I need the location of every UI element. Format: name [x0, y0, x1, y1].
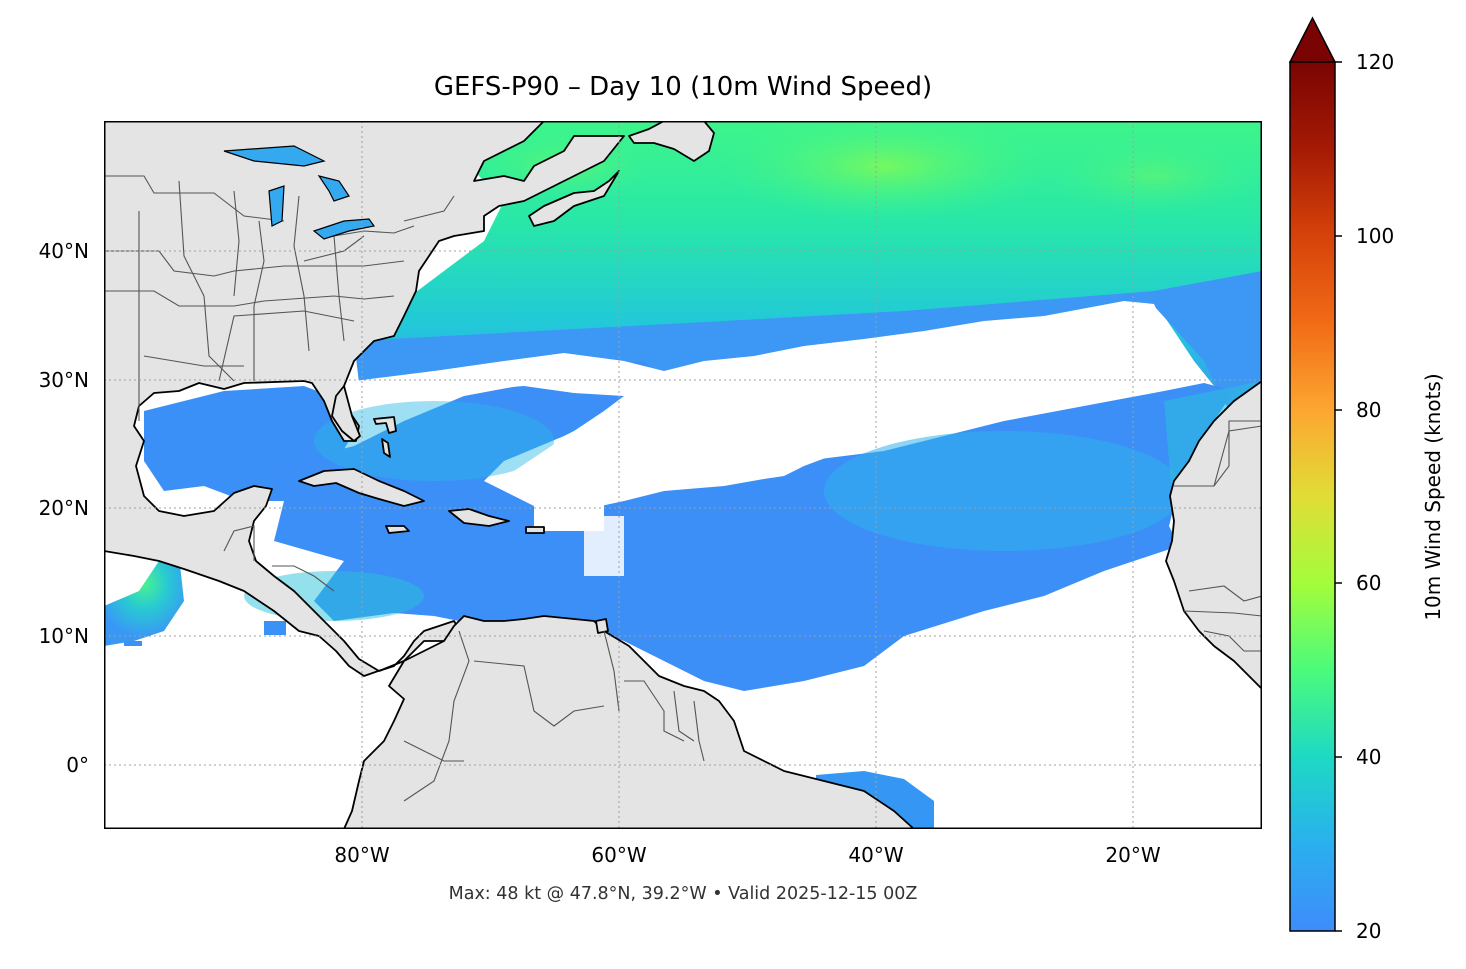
land-jamaica	[385, 525, 410, 534]
wind-tehuantepec-jet	[104, 556, 184, 646]
wind-max-hotspot	[714, 121, 1054, 221]
colorbar-tick-80: 80	[1356, 398, 1382, 422]
map-panel	[104, 121, 1262, 829]
lat-label-40n: 40°N	[38, 239, 89, 263]
land-hispaniola	[448, 508, 510, 527]
land-florida	[331, 385, 361, 442]
colorbar-extend-arrow	[1288, 16, 1337, 63]
colorbar-tick-40: 40	[1356, 745, 1382, 769]
land-south-america	[343, 615, 915, 829]
land-puerto-rico	[525, 526, 545, 534]
below-threshold-swath	[354, 301, 1164, 493]
max-value-caption: Max: 48 kt @ 47.8°N, 39.2°W • Valid 2025…	[448, 884, 918, 904]
colorbar-tick-60: 60	[1356, 571, 1382, 595]
colorbar	[1288, 16, 1342, 932]
gridlines	[104, 121, 1262, 829]
lon-label-40w: 40°W	[848, 843, 904, 867]
borders	[104, 175, 1262, 802]
chart-title: GEFS-P90 – Day 10 (10m Wind Speed)	[433, 72, 933, 102]
lat-label-20n: 20°N	[38, 496, 89, 520]
land-africa	[1165, 380, 1262, 690]
land	[104, 121, 1262, 829]
lon-label-80w: 80°W	[334, 843, 390, 867]
great-lakes	[223, 145, 376, 240]
colorbar-label: 10m Wind Speed (knots)	[1421, 373, 1445, 621]
map-frame	[104, 121, 1262, 829]
lon-label-60w: 60°W	[591, 843, 647, 867]
lon-label-20w: 20°W	[1105, 843, 1161, 867]
lat-label-30n: 30°N	[38, 368, 89, 392]
land-newfoundland	[628, 121, 715, 162]
colorbar-tick-20: 20	[1356, 919, 1382, 943]
lat-label-0: 0°	[66, 753, 89, 777]
colorbar-gradient	[1289, 61, 1336, 932]
lat-label-10n: 10°N	[38, 624, 89, 648]
colorbar-tick-120: 120	[1356, 50, 1395, 74]
colorbar-tick-100: 100	[1356, 224, 1395, 248]
